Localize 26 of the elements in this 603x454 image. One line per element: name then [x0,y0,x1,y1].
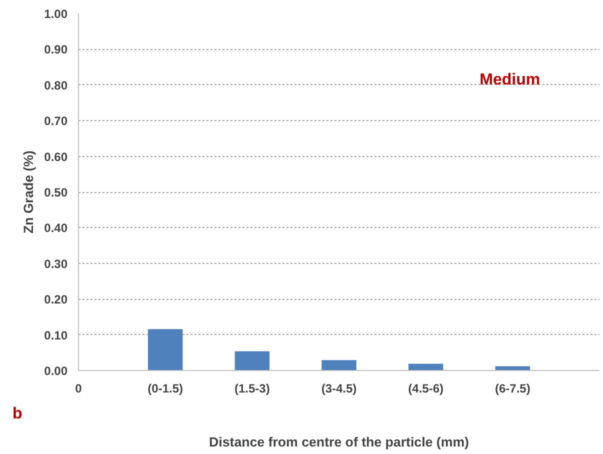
x-tick-label: (1.5-3) [234,382,270,396]
bar [234,351,270,370]
bar [495,366,530,370]
y-tick-label: 0.90 [44,42,68,57]
y-tick-label: 0.40 [44,221,68,236]
x-tick-label: (0-1.5) [148,382,184,396]
x-tick-label: (6-7.5) [494,382,530,396]
y-tick-label: 0.30 [44,256,68,271]
bar [408,364,444,370]
bar [322,360,356,370]
x-tick-label: 0 [75,382,82,396]
y-tick-label: 0.00 [44,364,68,378]
y-tick-label: 0.20 [44,292,68,307]
y-tick-label: 0.80 [44,78,68,92]
bar [148,329,183,370]
annotation: Medium [480,71,540,88]
x-tick-label: (3-4.5) [321,382,357,396]
y-tick-label: 0.60 [44,150,68,164]
y-tick-label: 0.70 [44,114,68,128]
y-tick-label: 0.10 [44,328,68,342]
y-axis-title: Zn Grade (%) [21,150,36,234]
y-tick-label: 0.50 [44,186,68,200]
text: b [12,406,22,422]
x-axis-title: Distance from centre of the particle (mm) [209,434,469,450]
y-tick-label: 1.00 [44,7,68,21]
x-tick-label: (4.5-6) [408,382,444,396]
